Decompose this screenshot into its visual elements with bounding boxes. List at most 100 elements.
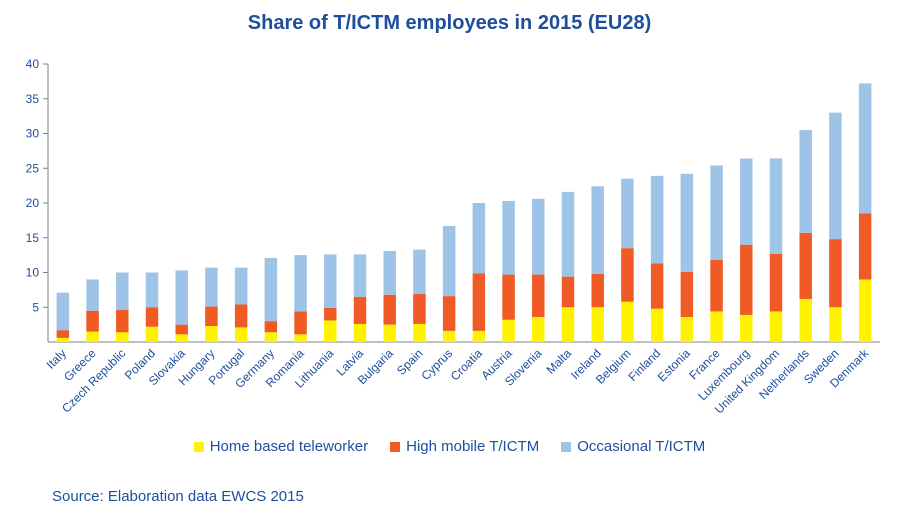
bar-segment-home xyxy=(175,334,188,342)
bar-segment-mobile xyxy=(740,244,753,315)
bar-segment-mobile xyxy=(324,307,337,321)
legend-label: High mobile T/ICTM xyxy=(406,438,540,455)
bar-segment-home xyxy=(710,311,723,342)
y-tick-label: 30 xyxy=(26,127,40,141)
bar-segment-mobile xyxy=(383,294,396,325)
bar-segment-home xyxy=(56,337,70,342)
bar-segment-occasional xyxy=(383,250,396,295)
bar-segment-occasional xyxy=(799,130,812,233)
bar-segment-mobile xyxy=(680,271,694,317)
bar-segment-home xyxy=(502,319,515,342)
bar-segment-home xyxy=(472,330,486,342)
bar-segment-occasional xyxy=(472,203,486,274)
bar-segment-home xyxy=(264,332,278,342)
y-tick-label: 20 xyxy=(26,196,40,210)
bars xyxy=(56,83,872,342)
bar-segment-mobile xyxy=(294,311,307,335)
y-tick-label: 5 xyxy=(32,300,39,314)
y-tick-label: 25 xyxy=(26,161,40,175)
bar-segment-home xyxy=(353,323,367,342)
bar-segment-home xyxy=(324,320,337,342)
bar-segment-mobile xyxy=(86,310,99,332)
x-tick-label: Italy xyxy=(44,346,69,371)
source-note: Source: Elaboration data EWCS 2015 xyxy=(52,488,304,505)
bar-segment-home xyxy=(145,326,159,342)
bar-segment-home xyxy=(650,308,664,342)
bar-segment-mobile xyxy=(650,263,664,309)
bar-segment-mobile xyxy=(532,274,545,317)
bar-segment-home xyxy=(86,331,99,342)
bar-segment-home xyxy=(442,330,456,342)
bar-segment-mobile xyxy=(264,321,278,333)
bar-segment-mobile xyxy=(829,239,842,308)
bar-segment-mobile xyxy=(858,213,872,280)
y-tick-label: 40 xyxy=(26,57,40,71)
y-tick-label: 15 xyxy=(26,231,40,245)
chart-title: Share of T/ICTM employees in 2015 (EU28) xyxy=(247,12,652,34)
bar-segment-occasional xyxy=(740,158,753,245)
bar-segment-home xyxy=(740,314,753,342)
bar-segment-occasional xyxy=(710,165,723,260)
bar-segment-home xyxy=(532,316,545,342)
bar-segment-occasional xyxy=(86,279,99,311)
bar-segment-mobile xyxy=(205,306,218,327)
bar-segment-home xyxy=(621,301,634,342)
bar-segment-home xyxy=(769,311,783,342)
bar-segment-occasional xyxy=(502,200,515,275)
bar-segment-home xyxy=(413,323,426,342)
bar-segment-mobile xyxy=(56,330,70,338)
bar-segment-occasional xyxy=(680,173,694,272)
bar-segment-mobile xyxy=(442,296,456,331)
bar-segment-occasional xyxy=(650,175,664,264)
bar-segment-occasional xyxy=(442,225,456,297)
bar-segment-mobile xyxy=(710,259,723,312)
legend-label: Home based teleworker xyxy=(209,438,369,455)
legend-swatch xyxy=(193,441,204,452)
bar-segment-mobile xyxy=(175,324,188,335)
bar-segment-occasional xyxy=(858,83,872,214)
bar-segment-mobile xyxy=(591,273,604,308)
bar-segment-occasional xyxy=(621,178,634,249)
bar-segment-mobile xyxy=(116,310,129,333)
bar-segment-mobile xyxy=(769,253,783,312)
legend-entry: Occasional T/ICTM xyxy=(561,438,705,455)
bar-segment-occasional xyxy=(175,270,188,325)
bar-segment-mobile xyxy=(413,294,426,324)
bar-segment-mobile xyxy=(799,232,812,299)
bar-segment-occasional xyxy=(234,267,248,305)
bar-segment-occasional xyxy=(591,186,604,274)
bar-segment-occasional xyxy=(829,112,842,240)
legend-swatch xyxy=(390,441,401,452)
bar-segment-home xyxy=(591,307,604,342)
bar-segment-occasional xyxy=(264,257,278,322)
legend-entry: Home based teleworker xyxy=(193,438,369,455)
bar-segment-occasional xyxy=(205,267,218,307)
bar-segment-occasional xyxy=(413,249,426,295)
bar-segment-home xyxy=(561,307,575,342)
bar-segment-mobile xyxy=(145,307,159,327)
bar-segment-occasional xyxy=(532,198,545,275)
bar-segment-occasional xyxy=(145,272,159,308)
bar-segment-home xyxy=(234,327,248,342)
legend-swatch xyxy=(561,441,572,452)
bar-segment-occasional xyxy=(353,254,367,297)
bar-segment-mobile xyxy=(621,248,634,302)
x-tick-label: Estonia xyxy=(655,346,693,384)
bar-segment-occasional xyxy=(561,191,575,277)
bar-segment-home xyxy=(799,298,812,342)
bar-segment-mobile xyxy=(472,273,486,331)
bar-segment-home xyxy=(294,334,307,342)
y-tick-label: 10 xyxy=(26,266,40,280)
bar-segment-home xyxy=(205,326,218,342)
legend: Home based teleworker High mobile T/ICTM O… xyxy=(0,438,899,455)
legend-label: Occasional T/ICTM xyxy=(577,438,706,455)
bar-segment-mobile xyxy=(561,276,575,308)
bar-segment-occasional xyxy=(116,272,129,311)
bar-segment-home xyxy=(858,279,872,342)
bar-segment-occasional xyxy=(769,158,783,254)
bar-segment-home xyxy=(829,307,842,342)
bar-segment-occasional xyxy=(294,255,307,312)
y-tick-label: 35 xyxy=(26,92,40,106)
bar-segment-mobile xyxy=(234,304,248,328)
